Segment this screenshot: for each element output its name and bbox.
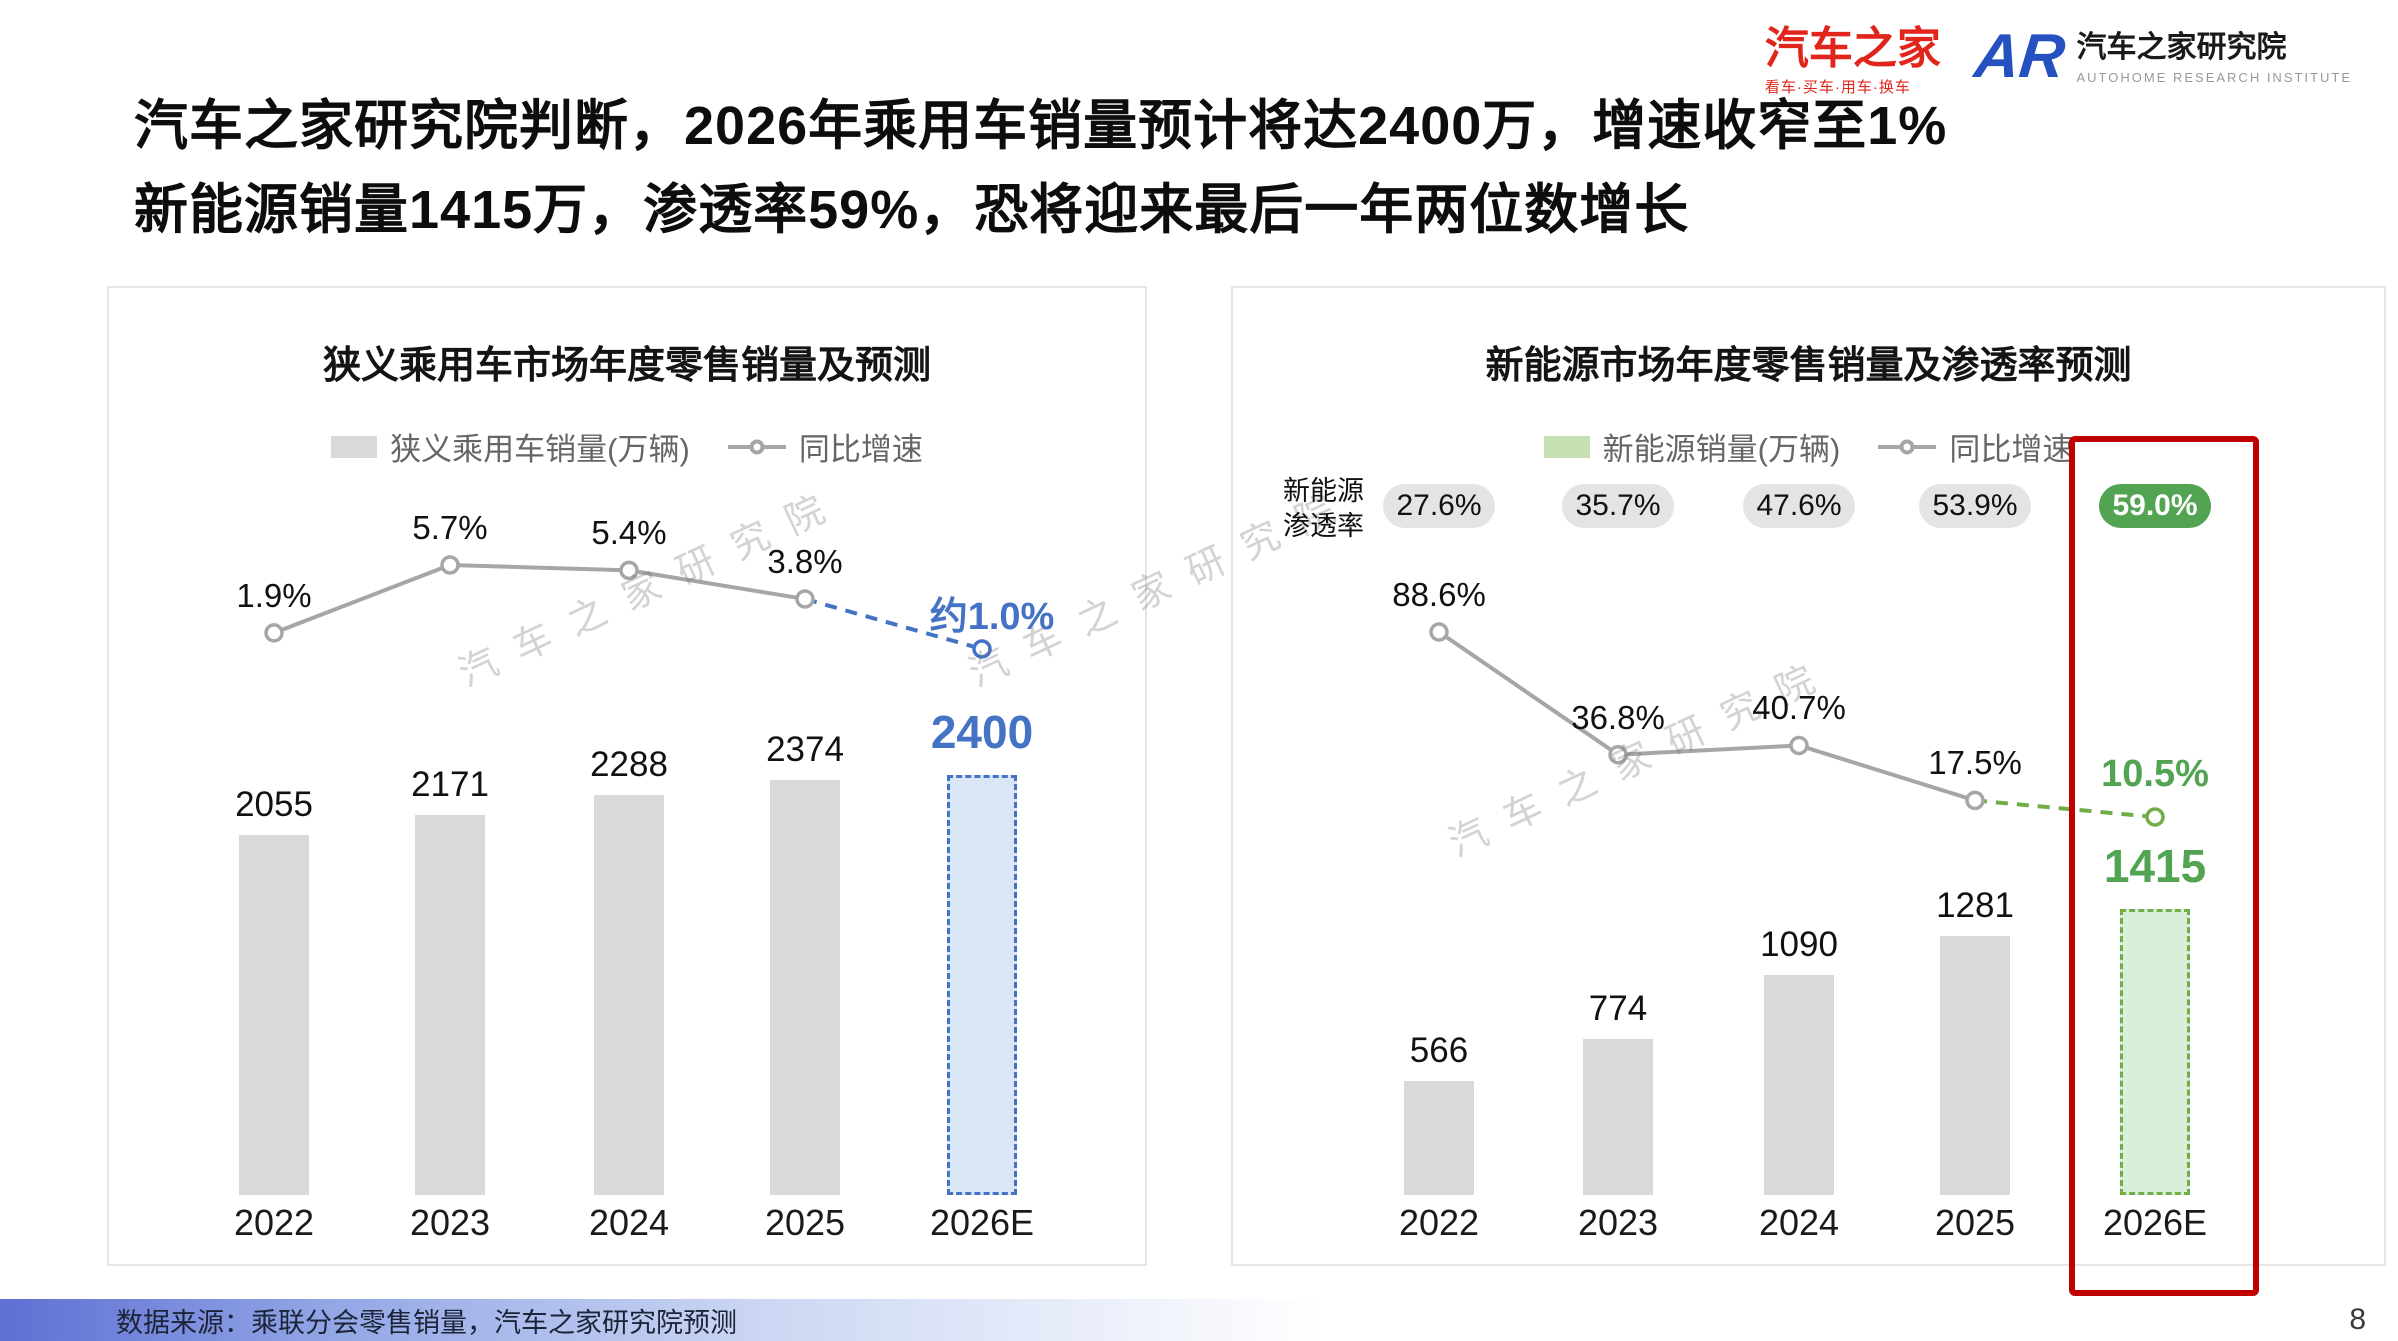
chart-title: 新能源市场年度零售销量及渗透率预测 <box>1485 345 2132 387</box>
chart-legend: 新能源销量(万辆) 同比增速 <box>1233 424 2384 469</box>
autohome-logo-text: 汽车之家 <box>1764 24 1941 73</box>
sales-bar-2022 <box>239 835 309 1195</box>
penetration-badge: 27.6% <box>1383 484 1495 528</box>
sales-bar-2025 <box>1940 936 2010 1195</box>
sales-bar-2025 <box>770 780 840 1195</box>
line-point-2026E <box>972 639 992 659</box>
bar-value-label: 1090 <box>1760 925 1838 964</box>
category-label-2023: 2023 <box>409 1202 491 1243</box>
line-point-2023 <box>1608 744 1628 765</box>
category-label-2023: 2023 <box>1577 1202 1659 1243</box>
category-label-2024: 2024 <box>588 1202 670 1243</box>
penetration-badge: 53.9% <box>1919 484 2031 528</box>
category-label-2025: 2025 <box>1934 1202 2016 1243</box>
bar-swatch-icon <box>331 435 378 458</box>
legend-bar-label: 新能源销量(万辆) <box>1602 432 1841 467</box>
nev-chart-panel: 新能源市场年度零售销量及渗透率预测新能源销量(万辆) 同比增速新能源 渗透率 27.6… <box>1231 286 2386 1296</box>
autohome-logo-tagline: 看车·买车·用车·换车 <box>1764 79 1911 97</box>
legend-bar-series: 狭义乘用车销量(万辆) <box>331 424 690 469</box>
sales-bar-2023 <box>1583 1039 1653 1195</box>
legend-line-label: 同比增速 <box>798 432 923 467</box>
category-label-2026E: 2026E <box>2102 1202 2208 1243</box>
penetration-badge: 59.0% <box>2099 484 2211 528</box>
line-point-2026E <box>2145 807 2165 827</box>
line-point-2022 <box>264 623 284 643</box>
ar-logo-icon: AR <box>1971 22 2069 91</box>
bar-value-label: 1415 <box>2103 840 2207 892</box>
page-title: 汽车之家研究院判断，2026年乘用车销量预计将达2400万，增速收窄至1% 新能… <box>134 84 1947 252</box>
bar-value-label: 2171 <box>411 765 489 804</box>
category-label-2022: 2022 <box>233 1202 315 1243</box>
growth-rate-label: 40.7% <box>1752 689 1846 727</box>
bar-value-label: 1281 <box>1936 886 2014 925</box>
growth-rate-label: 10.5% <box>2101 753 2209 795</box>
category-label-2022: 2022 <box>1398 1202 1480 1243</box>
line-point-2024 <box>619 560 639 581</box>
growth-rate-label: 17.5% <box>1928 744 2022 782</box>
sales-bar-2024 <box>1764 975 1834 1195</box>
research-institute-subtitle: AUTOHOME RESEARCH INSTITUTE <box>2076 69 2352 85</box>
category-label-2025: 2025 <box>764 1202 846 1243</box>
bar-value-label: 774 <box>1588 989 1648 1028</box>
legend-line-series: 同比增速 <box>727 424 923 469</box>
bar-value-label: 2055 <box>235 785 313 824</box>
sales-bar-2026E <box>947 775 1017 1195</box>
line-point-2025 <box>795 589 815 609</box>
growth-rate-label: 5.4% <box>591 514 667 552</box>
bar-swatch-icon <box>1543 435 1590 458</box>
line-point-2025 <box>1965 790 1985 811</box>
legend-bar-label: 狭义乘用车销量(万辆) <box>390 432 690 467</box>
footer-bar: 数据来源：乘联分会零售销量，汽车之家研究院预测 <box>0 1299 2398 1341</box>
logo-group: 汽车之家 看车·买车·用车·换车 AR 汽车之家研究院 AUTOHOME RES… <box>1764 22 2352 97</box>
penetration-badge: 35.7% <box>1562 484 1674 528</box>
sales-bar-2024 <box>594 795 664 1195</box>
sales-bar-2023 <box>415 815 485 1195</box>
legend-line-label: 同比增速 <box>1949 432 2074 467</box>
line-point-2022 <box>1429 622 1449 642</box>
line-marker-icon <box>727 439 786 454</box>
penetration-row-label: 新能源 渗透率 <box>1283 476 1364 542</box>
legend-line-series: 同比增速 <box>1878 424 2073 469</box>
bar-value-label: 2400 <box>930 706 1034 758</box>
growth-rate-label: 约1.0% <box>929 596 1055 638</box>
line-point-2023 <box>440 555 460 575</box>
page-title-line2: 新能源销量1415万，渗透率59%，恐将迎来最后一年两位数增长 <box>134 180 1690 240</box>
bar-value-label: 2374 <box>766 730 844 769</box>
sales-bar-2026E <box>2120 909 2190 1195</box>
data-source-note: 数据来源：乘联分会零售销量，汽车之家研究院预测 <box>116 1307 737 1338</box>
research-institute-name: 汽车之家研究院 <box>2076 30 2287 64</box>
sales-bar-2022 <box>1404 1081 1474 1195</box>
line-marker-icon <box>1878 439 1937 454</box>
passenger-car-chart-panel: 狭义乘用车市场年度零售销量及预测狭义乘用车销量(万辆) 同比增速 1.9% 5.7% 5… <box>107 286 1147 1266</box>
legend-bar-series: 新能源销量(万辆) <box>1543 424 1841 469</box>
line-point-2024 <box>1789 735 1809 756</box>
penetration-badge: 47.6% <box>1743 484 1855 528</box>
growth-rate-label: 88.6% <box>1392 576 1486 613</box>
growth-rate-label: 36.8% <box>1571 698 1665 736</box>
page-title-line1: 汽车之家研究院判断，2026年乘用车销量预计将达2400万，增速收窄至1% <box>134 96 1948 156</box>
research-institute-text: 汽车之家研究院 AUTOHOME RESEARCH INSTITUTE <box>2076 30 2352 85</box>
line-marker-dot-icon <box>1899 439 1915 454</box>
category-label-2024: 2024 <box>1758 1202 1840 1243</box>
page-number: 8 <box>2349 1303 2366 1336</box>
growth-rate-label: 5.7% <box>412 509 488 546</box>
bar-value-label: 566 <box>1409 1031 1469 1070</box>
growth-rate-label: 3.8% <box>767 542 843 580</box>
research-institute-logo: AR 汽车之家研究院 AUTOHOME RESEARCH INSTITUTE <box>1971 22 2352 91</box>
chart-title: 狭义乘用车市场年度零售销量及预测 <box>322 345 931 387</box>
bar-value-label: 2288 <box>590 745 668 784</box>
chart-legend: 狭义乘用车销量(万辆) 同比增速 <box>109 424 1145 469</box>
line-marker-dot-icon <box>749 439 765 454</box>
growth-rate-label: 1.9% <box>236 576 312 614</box>
category-label-2026E: 2026E <box>929 1202 1035 1243</box>
autohome-logo: 汽车之家 看车·买车·用车·换车 <box>1764 24 1941 97</box>
